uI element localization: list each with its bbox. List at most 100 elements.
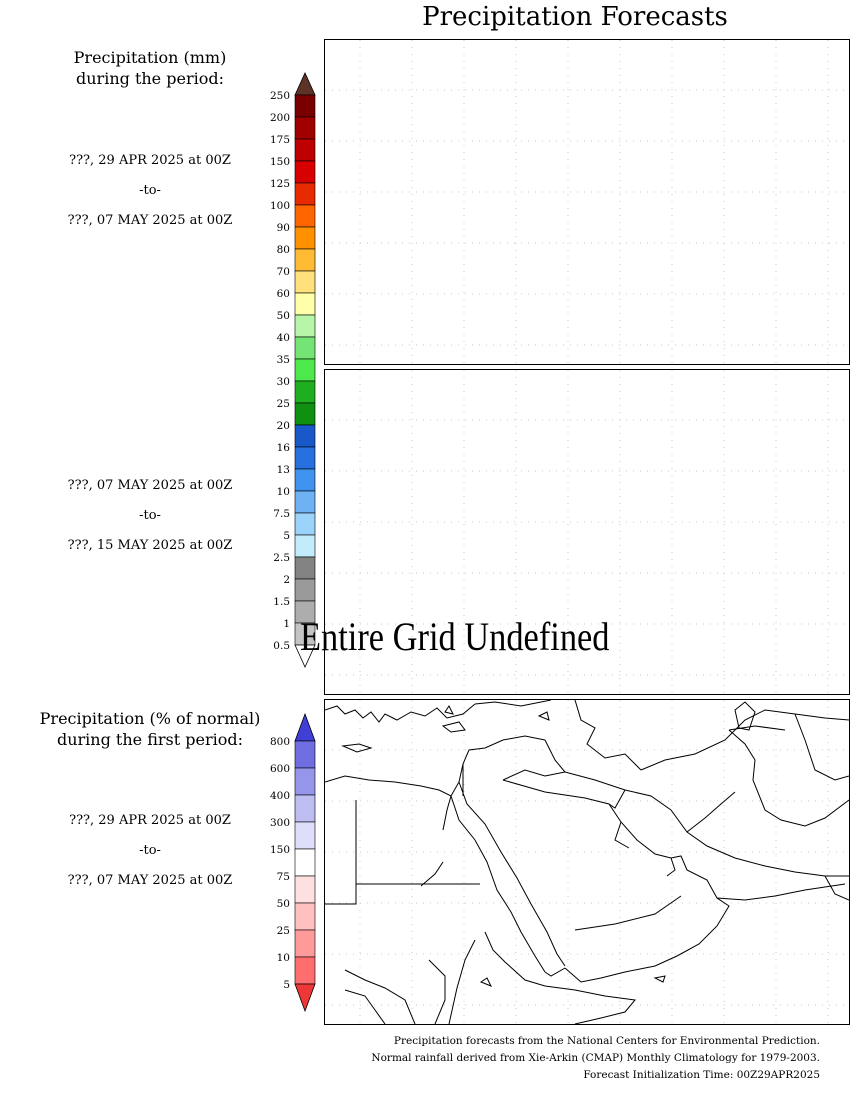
precip-top-arrow: [294, 72, 316, 96]
precip-tick-label: 5: [283, 530, 290, 542]
precip-tick-label: 200: [270, 112, 290, 124]
panel1-grid: [325, 40, 849, 364]
pct-tick-label: 150: [270, 844, 290, 856]
middle-east-map: [324, 699, 850, 1025]
map-panel: [324, 699, 850, 1025]
precip-swatch: [294, 314, 316, 338]
precip-swatch: [294, 402, 316, 426]
precip-swatch: [294, 468, 316, 492]
pct-tick-label: 10: [277, 952, 290, 964]
pct-swatch: [294, 902, 316, 931]
pct-colorbar: 800 600 400 300 150 75 50 25 10 5: [270, 712, 316, 1013]
undefined-grid-message: Entire Grid Undefined: [300, 614, 610, 659]
footer-line-2: Normal rainfall derived from Xie-Arkin (…: [371, 1052, 820, 1064]
precip-swatch: [294, 94, 316, 118]
pct-swatch: [294, 929, 316, 958]
pct-swatch: [294, 848, 316, 877]
pct-tick-label: 400: [270, 790, 290, 802]
pct-tick-label: 25: [277, 925, 290, 937]
precip-tick-label: 60: [277, 288, 290, 300]
period3-end: ???, 07 MAY 2025 at 00Z: [67, 873, 233, 888]
precip-tick-label: 80: [277, 244, 290, 256]
pct-tick-label: 75: [277, 871, 290, 883]
precip-swatch: [294, 446, 316, 470]
period3-start: ???, 29 APR 2025 at 00Z: [69, 813, 231, 828]
period1-end: ???, 07 MAY 2025 at 00Z: [67, 213, 233, 228]
pct-top-arrow: [294, 712, 316, 742]
pct-swatch: [294, 875, 316, 904]
pct-swatch: [294, 956, 316, 985]
period2-to: -to-: [139, 508, 161, 523]
footer-line-1: Precipitation forecasts from the Nationa…: [393, 1035, 820, 1047]
precip-tick-label: 2: [283, 574, 290, 586]
precip-swatch: [294, 160, 316, 184]
precip-swatch: [294, 556, 316, 580]
precip-tick-label: 90: [277, 222, 290, 234]
pct-swatch: [294, 821, 316, 850]
precip-tick-label: 30: [277, 376, 290, 388]
precip-tick-label: 250: [270, 90, 290, 102]
precip-tick-label: 150: [270, 156, 290, 168]
page-title: Precipitation Forecasts: [422, 2, 728, 32]
precip-swatch: [294, 248, 316, 272]
period1-start: ???, 29 APR 2025 at 00Z: [69, 153, 231, 168]
pct-tick-label: 800: [270, 736, 290, 748]
period1-to: -to-: [139, 183, 161, 198]
precip-tick-label: 1.5: [273, 596, 290, 608]
map-graticule: [325, 700, 849, 1024]
precip-tick-label: 10: [277, 486, 290, 498]
precip-swatch: [294, 116, 316, 140]
precip-swatch: [294, 270, 316, 294]
footer-line-3: Forecast Initialization Time: 00Z29APR20…: [583, 1069, 820, 1081]
precip-swatch: [294, 182, 316, 206]
period3-to: -to-: [139, 843, 161, 858]
pct-swatch: [294, 740, 316, 769]
pct-heading-line1: Precipitation (% of normal): [39, 709, 261, 728]
pct-heading: Precipitation (% of normal) during the f…: [35, 708, 265, 750]
precip-tick-label: 16: [277, 442, 291, 454]
precip-swatch: [294, 534, 316, 558]
precip-tick-label: 125: [270, 178, 290, 190]
precip-bottom-arrow: [294, 644, 316, 668]
forecast-panel-1: [324, 39, 850, 365]
precip-swatch: [294, 138, 316, 162]
precip-swatch: [294, 358, 316, 382]
precip-heading: Precipitation (mm) during the period:: [40, 47, 260, 89]
precip-tick-label: 2.5: [273, 552, 290, 564]
pct-tick-label: 50: [277, 898, 290, 910]
precip-tick-label: 40: [277, 332, 290, 344]
pct-bottom-arrow: [294, 983, 316, 1013]
precip-tick-label: 35: [277, 354, 290, 366]
pct-heading-line2: during the first period:: [56, 730, 244, 749]
pct-tick-label: 600: [270, 763, 290, 775]
pct-swatch: [294, 794, 316, 823]
precip-tick-label: 100: [270, 200, 290, 212]
precip-swatch: [294, 424, 316, 448]
precip-tick-label: 25: [277, 398, 290, 410]
precip-tick-label: 70: [277, 266, 290, 278]
precip-swatch: [294, 292, 316, 316]
precip-heading-line2: during the period:: [76, 69, 224, 88]
precip-swatch: [294, 512, 316, 536]
precip-tick-label: 13: [277, 464, 290, 476]
panel2-grid: [325, 370, 849, 694]
pct-tick-label: 300: [270, 817, 290, 829]
precip-swatch: [294, 336, 316, 360]
precip-swatch: [294, 204, 316, 228]
period2-end: ???, 15 MAY 2025 at 00Z: [67, 538, 233, 553]
precip-tick-label: 0.5: [273, 640, 290, 652]
precip-tick-label: 7.5: [273, 508, 290, 520]
precip-tick-label: 175: [270, 134, 290, 146]
coastlines-and-borders: [324, 699, 850, 1025]
period2-start: ???, 07 MAY 2025 at 00Z: [67, 478, 233, 493]
precip-swatch: [294, 490, 316, 514]
precip-colorbar: 2502001751501251009080706050403530252016…: [270, 72, 316, 668]
precip-swatch: [294, 380, 316, 404]
precip-tick-label: 20: [277, 420, 290, 432]
pct-tick-label: 5: [283, 979, 290, 991]
precip-tick-label: 1: [283, 618, 290, 630]
pct-swatch: [294, 767, 316, 796]
precip-swatch: [294, 578, 316, 602]
precip-heading-line1: Precipitation (mm): [73, 48, 227, 67]
forecast-panel-2: [324, 369, 850, 695]
